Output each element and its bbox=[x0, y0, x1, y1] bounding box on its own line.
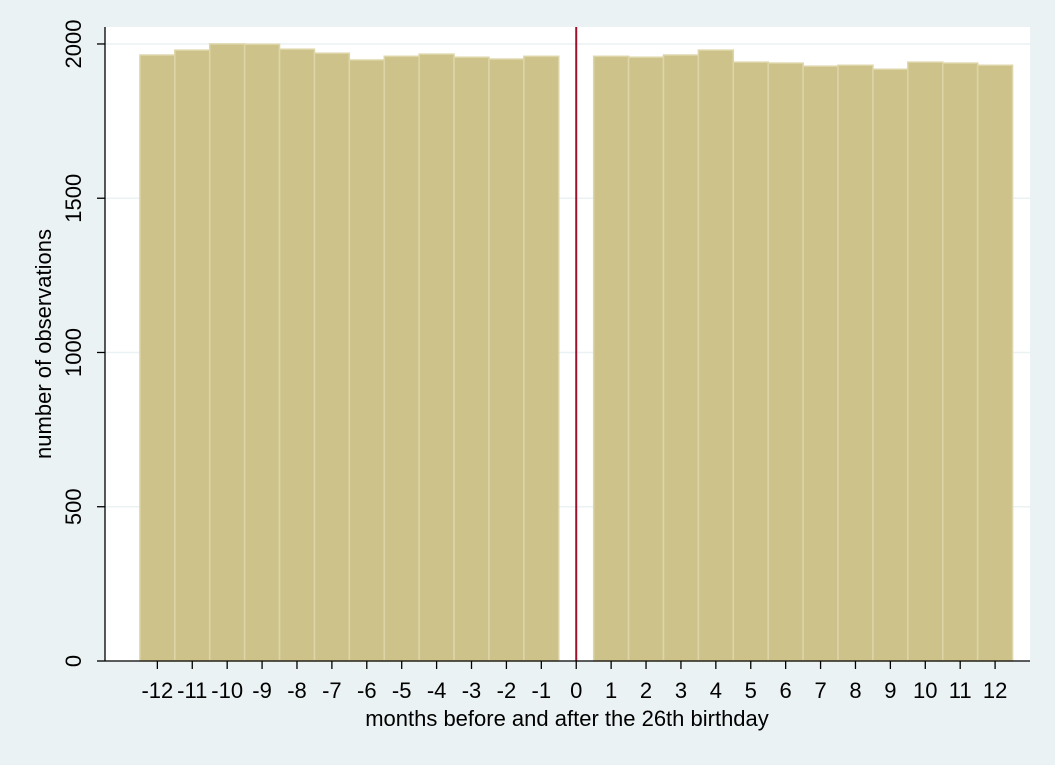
x-tick-label: 1 bbox=[605, 678, 617, 703]
x-tick-label: -10 bbox=[211, 678, 243, 703]
x-tick-label: -4 bbox=[427, 678, 447, 703]
x-tick-label: 2 bbox=[640, 678, 652, 703]
x-tick-label: 10 bbox=[913, 678, 937, 703]
x-tick-label: 9 bbox=[884, 678, 896, 703]
x-tick-label: 11 bbox=[949, 678, 972, 703]
x-tick-label: -11 bbox=[177, 678, 207, 703]
x-tick-label: -3 bbox=[462, 678, 482, 703]
y-tick-label: 1000 bbox=[61, 328, 86, 377]
bar bbox=[767, 62, 804, 662]
x-tick-label: 8 bbox=[849, 678, 861, 703]
bar bbox=[418, 53, 455, 662]
bar bbox=[348, 59, 385, 662]
y-tick-label: 2000 bbox=[61, 19, 86, 68]
bar bbox=[732, 61, 769, 662]
bar bbox=[802, 65, 839, 662]
bar bbox=[837, 64, 874, 662]
bar bbox=[453, 56, 490, 662]
x-tick-label: 5 bbox=[745, 678, 757, 703]
bar bbox=[697, 49, 735, 662]
x-tick-label: -6 bbox=[357, 678, 377, 703]
x-tick-label: 6 bbox=[780, 678, 792, 703]
y-tick-label: 0 bbox=[61, 655, 86, 667]
bar bbox=[907, 61, 944, 662]
x-tick-label: -5 bbox=[392, 678, 412, 703]
x-tick-label: -9 bbox=[252, 678, 272, 703]
y-tick-label: 1500 bbox=[61, 174, 86, 223]
bar bbox=[208, 43, 246, 662]
x-tick-label: 3 bbox=[675, 678, 687, 703]
bar bbox=[523, 55, 560, 662]
x-tick-label: 12 bbox=[983, 678, 1007, 703]
bar bbox=[872, 68, 909, 662]
bar bbox=[243, 43, 281, 662]
x-tick-label: -2 bbox=[497, 678, 517, 703]
bar bbox=[662, 54, 700, 662]
y-axis-title: number of observations bbox=[31, 229, 56, 459]
bar bbox=[976, 64, 1014, 662]
bar bbox=[941, 62, 979, 662]
x-axis-title: months before and after the 26th birthda… bbox=[365, 706, 769, 731]
bar bbox=[627, 56, 665, 662]
bar bbox=[139, 54, 176, 662]
x-tick-label: 0 bbox=[570, 678, 582, 703]
x-tick-label: -1 bbox=[532, 678, 552, 703]
x-tick-label: -8 bbox=[287, 678, 307, 703]
bar bbox=[313, 52, 351, 662]
bar bbox=[278, 48, 316, 662]
x-tick-label: -7 bbox=[322, 678, 342, 703]
bar bbox=[488, 58, 525, 662]
x-tick-label: 7 bbox=[814, 678, 826, 703]
y-tick-label: 500 bbox=[61, 488, 86, 525]
x-tick-label: 4 bbox=[710, 678, 722, 703]
bar bbox=[174, 49, 211, 662]
bar bbox=[383, 55, 420, 662]
bar bbox=[592, 55, 630, 662]
x-tick-label: -12 bbox=[141, 678, 173, 703]
